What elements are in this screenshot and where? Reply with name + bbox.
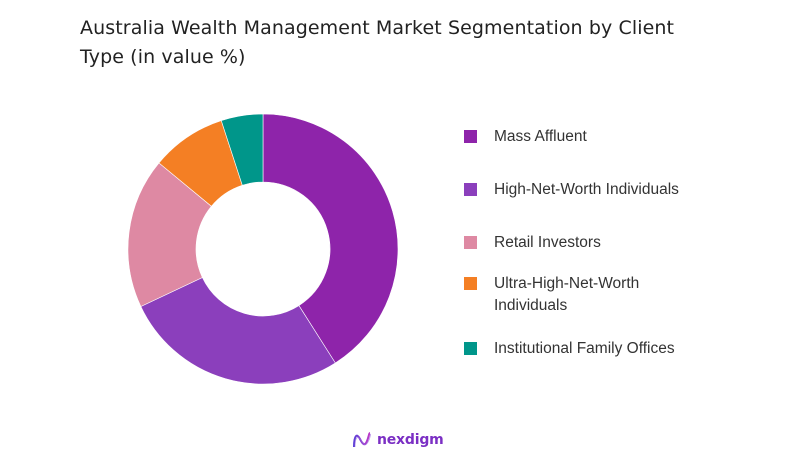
chart-title: Australia Wealth Management Market Segme…: [80, 17, 675, 68]
legend-label: Mass Affluent: [494, 128, 587, 145]
legend-swatch: [464, 183, 477, 196]
logo-text: nexdigm: [377, 432, 444, 448]
donut-segments: [127, 113, 399, 385]
legend-item-institutional-family-offices: Institutional Family Offices: [464, 338, 714, 360]
donut-segment-mass-affluent: [262, 113, 399, 364]
legend-label: Ultra-High-Net-Worth Individuals: [494, 275, 640, 314]
donut-segment-high-net-worth-individuals: [140, 277, 336, 385]
legend-swatch: [464, 277, 477, 290]
legend-label: Institutional Family Offices: [494, 340, 675, 357]
legend-item-retail-investors: Retail Investors: [464, 232, 714, 254]
legend-item-ultra-high-net-worth-individuals: Ultra-High-Net-Worth Individuals: [464, 273, 694, 317]
nexdigm-logo: nexdigm: [352, 431, 444, 449]
legend-swatch: [464, 236, 477, 249]
nexdigm-wave-icon: [353, 432, 372, 448]
legend-item-high-net-worth-individuals: High-Net-Worth Individuals: [464, 179, 714, 201]
legend-label: Retail Investors: [494, 234, 601, 251]
legend-item-mass-affluent: Mass Affluent: [464, 126, 714, 148]
donut-segment-institutional-family-offices: [220, 113, 264, 186]
legend-swatch: [464, 342, 477, 355]
legend-label: High-Net-Worth Individuals: [494, 181, 679, 198]
legend-swatch: [464, 130, 477, 143]
